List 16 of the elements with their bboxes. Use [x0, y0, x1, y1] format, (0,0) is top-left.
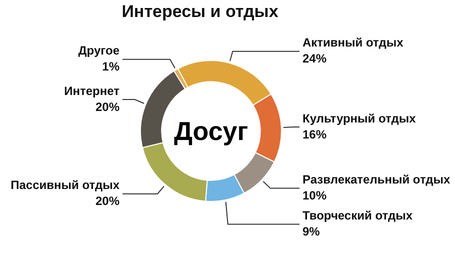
- slice-label: Творческий отдых: [302, 208, 413, 223]
- text: Досуг: [174, 116, 248, 146]
- slice-label: Пассивный отдых: [10, 178, 120, 192]
- data-label: 16%: [302, 127, 327, 142]
- slice-label: Культурный отдых: [302, 111, 416, 126]
- data-label: 10%: [302, 188, 327, 203]
- data-label: 1%: [102, 60, 120, 74]
- data-label: 24%: [302, 52, 327, 66]
- data-label: 20%: [95, 194, 120, 208]
- data-label: 20%: [95, 100, 120, 114]
- chart-title: Интересы и отдых: [120, 2, 280, 22]
- slice-label: Активный отдых: [302, 36, 404, 50]
- slice-label: Интернет: [64, 84, 120, 98]
- slice-label: Другое: [78, 44, 120, 58]
- slice-label: Развлекательный отдых: [302, 172, 451, 187]
- data-label: 9%: [302, 224, 320, 239]
